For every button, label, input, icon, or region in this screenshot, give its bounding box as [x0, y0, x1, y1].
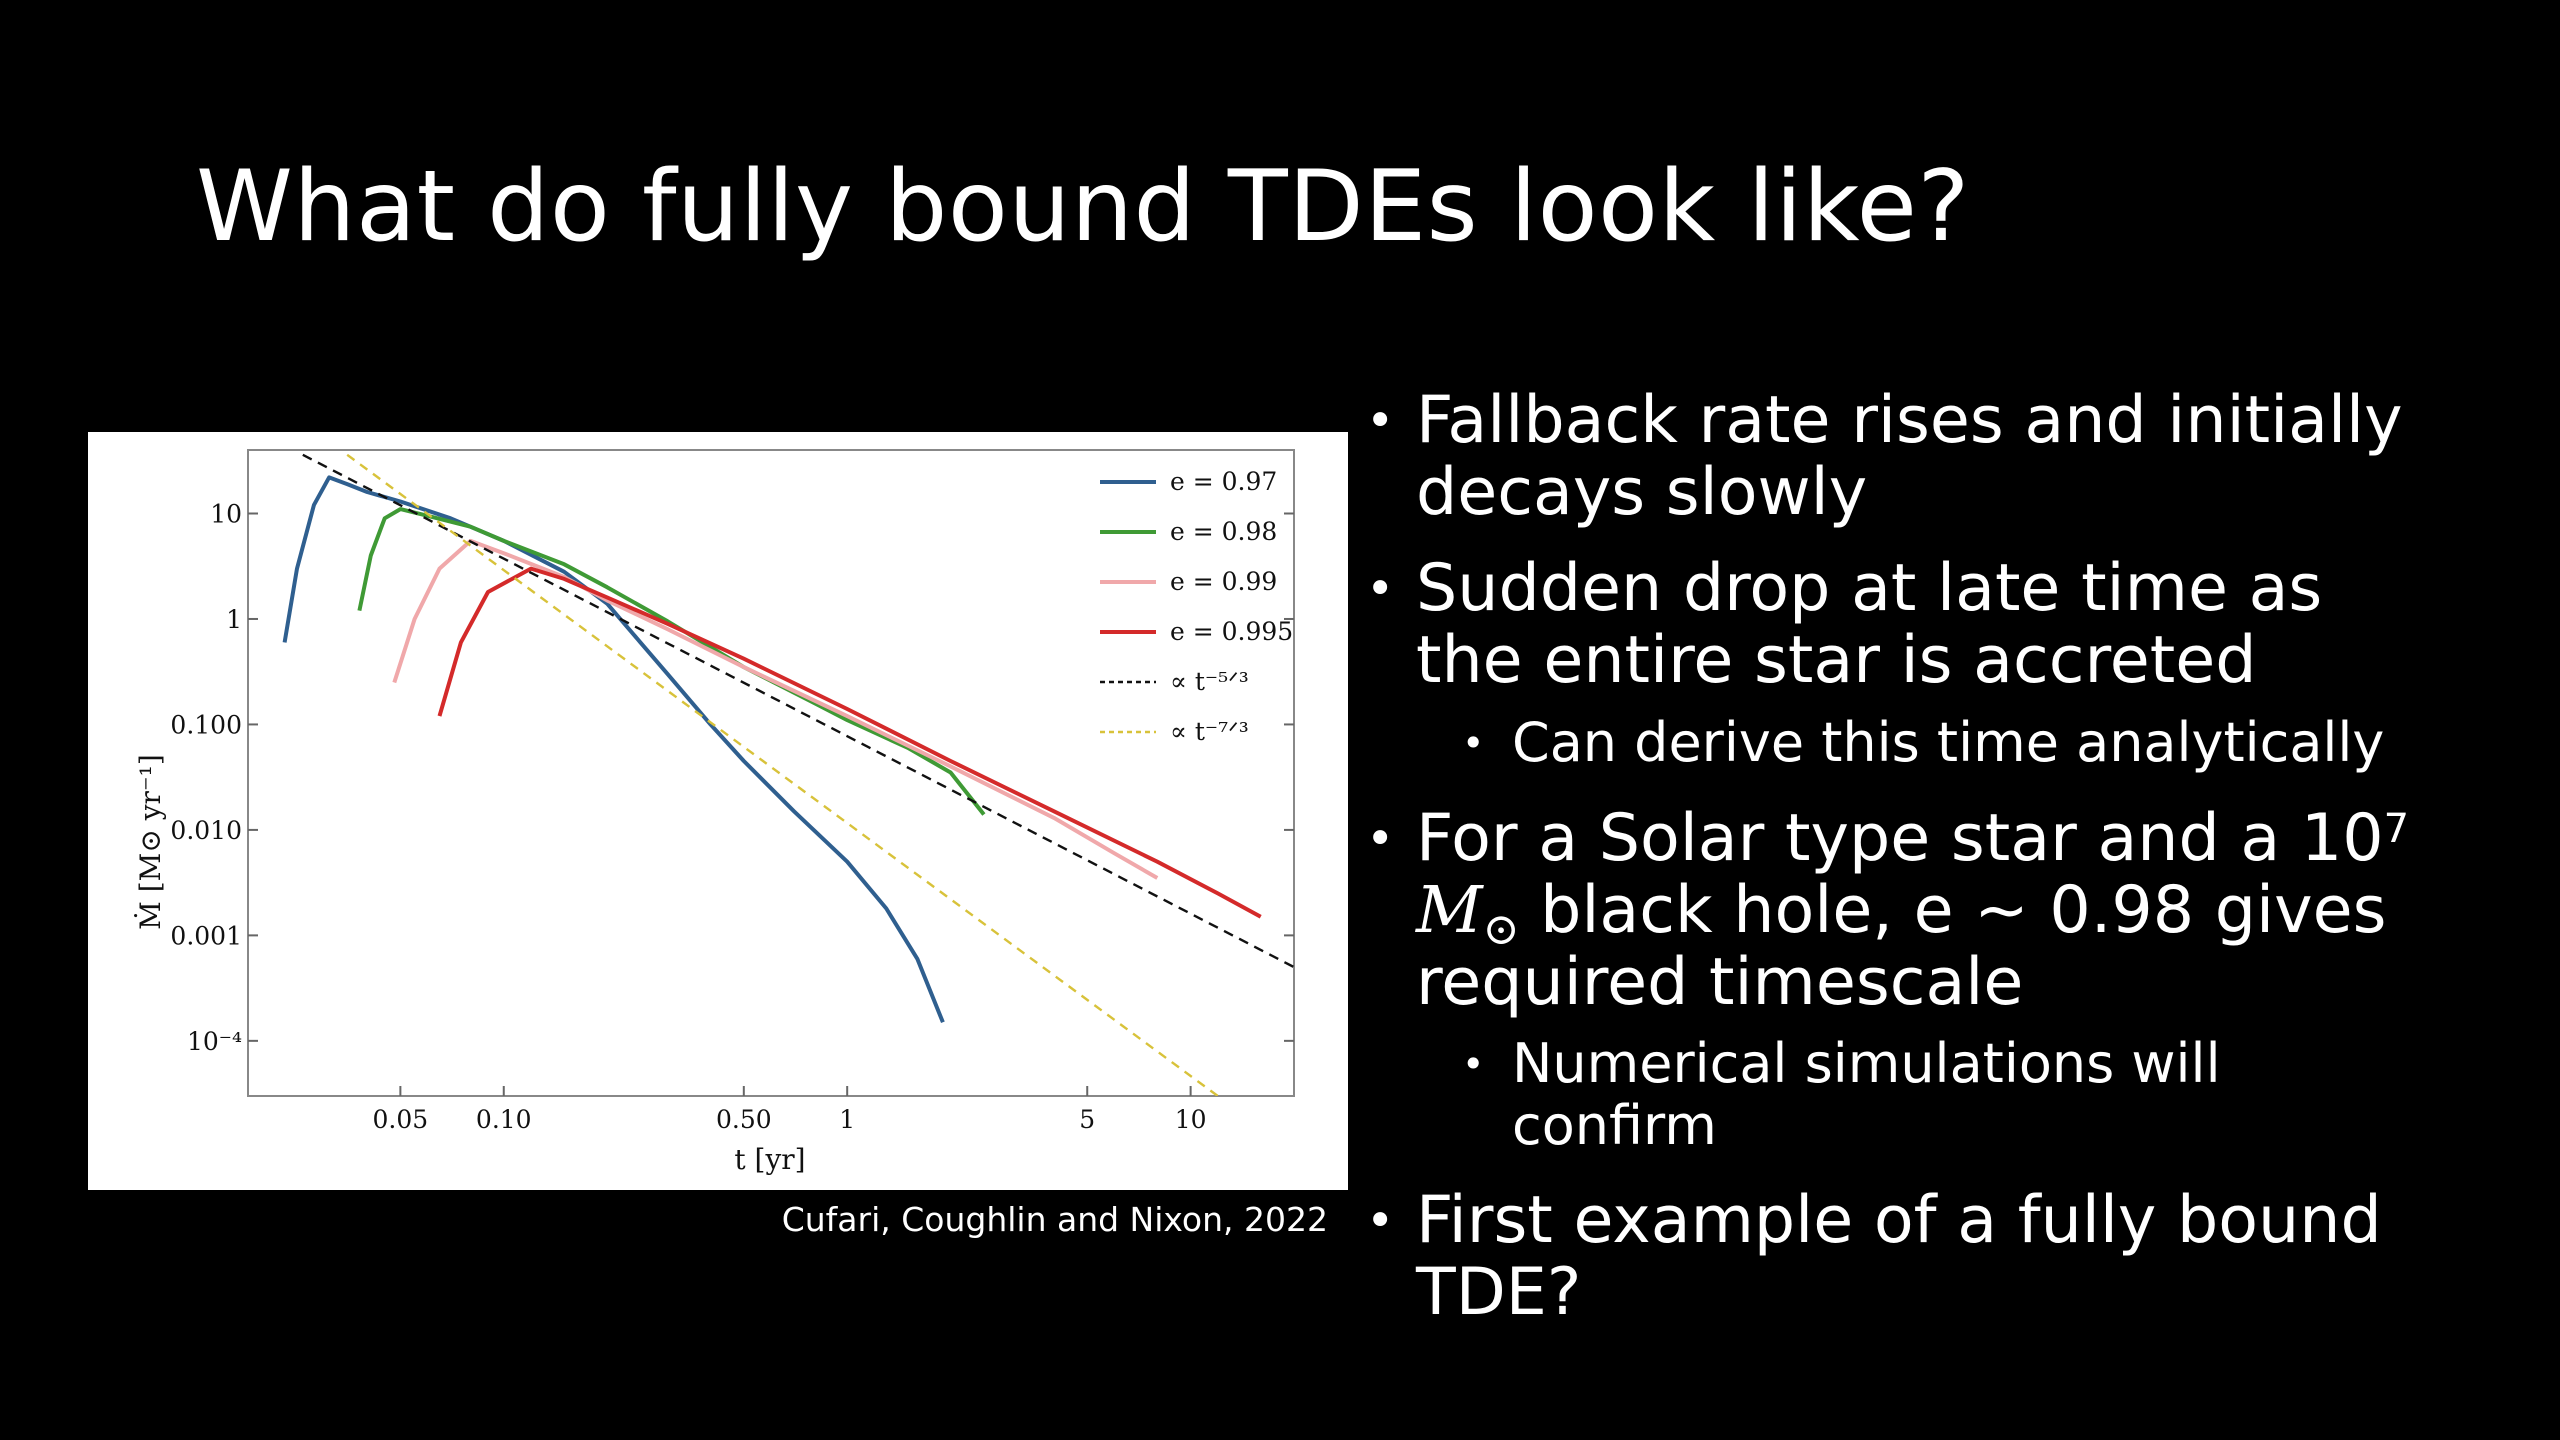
series-line-4: [437, 566, 1262, 919]
exponent: 7: [2383, 806, 2410, 852]
figure-citation: Cufari, Coughlin and Nixon, 2022: [781, 1200, 1328, 1239]
series-line-6: [346, 453, 1219, 1096]
legend-label: ∝ t⁻⁷ᐟ³: [1170, 717, 1249, 746]
chart-panel: 0.05 0.10 0.50 1 5 10 10 1 0.100 0.010 0.001 10⁻⁴ e…: [88, 432, 1348, 1190]
series-line-2: [357, 507, 986, 816]
bullet-3-sub-line-1: Numerical simulations will: [1512, 1032, 2221, 1095]
bullet-2-line-1: Sudden drop at late time as: [1416, 551, 2323, 626]
series-line-3: [392, 538, 1159, 880]
bullet-dot-icon: •: [1366, 811, 1395, 867]
bullet-3-line-2: M⊙ black hole, e ~ 0.98 gives: [1416, 873, 2387, 956]
bullet-3-line-3: required timescale: [1416, 945, 2024, 1020]
y-tick-label: 1: [226, 605, 242, 634]
bullet-dot-icon: •: [1366, 1193, 1395, 1249]
legend-label: e = 0.995: [1170, 617, 1293, 646]
bullet-dot-icon: •: [1366, 393, 1395, 449]
x-tick-label: 0.10: [476, 1105, 532, 1134]
chart: 0.05 0.10 0.50 1 5 10 10 1 0.100 0.010 0.001 10⁻⁴ e…: [134, 449, 1295, 1176]
legend-label: e = 0.97: [1170, 467, 1277, 496]
x-tick-label: 0.05: [373, 1105, 429, 1134]
x-tick-label: 1: [839, 1105, 855, 1134]
legend-label: e = 0.98: [1170, 517, 1277, 546]
slide-title: What do fully bound TDEs look like?: [196, 150, 1970, 264]
y-tick-label: 10: [210, 499, 242, 528]
x-tick-label: 0.50: [716, 1105, 772, 1134]
sub-bullet-dot-icon: •: [1462, 721, 1485, 765]
sub-bullet-dot-icon: •: [1462, 1042, 1485, 1086]
bullet-dot-icon: •: [1366, 561, 1395, 617]
bullet-2-line-2: the entire star is accreted: [1416, 623, 2257, 698]
bullet-4-line-1: First example of a fully bound: [1416, 1183, 2382, 1258]
x-axis-label: t [yr]: [734, 1143, 805, 1176]
x-tick-label: 5: [1079, 1105, 1095, 1134]
bullet-3-sub-line-2: confirm: [1512, 1094, 1717, 1157]
bullet-4-line-2: TDE?: [1416, 1255, 1582, 1330]
bullet-2-sub-text: Can derive this time analytically: [1512, 711, 2385, 774]
bullet-3-line-1: For a Solar type star and a 107: [1416, 801, 2410, 876]
solar-mass-symbol: M: [1416, 873, 1483, 948]
sun-symbol-icon: ⊙: [1482, 904, 1520, 955]
y-tick-label: 0.001: [170, 921, 242, 950]
legend-label: ∝ t⁻⁵ᐟ³: [1170, 667, 1249, 696]
bullet-1-line-1: Fallback rate rises and initially: [1416, 383, 2403, 458]
series-line-1: [282, 475, 945, 1024]
legend-label: e = 0.99: [1170, 567, 1277, 596]
y-axis-label: Ṁ [M⊙ yr⁻¹]: [134, 754, 167, 930]
plot-frame: [247, 449, 1295, 1097]
y-tick-label: 0.100: [170, 710, 242, 739]
y-tick-label: 0.010: [170, 816, 242, 845]
y-tick-label: 10⁻⁴: [187, 1027, 242, 1056]
x-tick-label: 10: [1175, 1105, 1207, 1134]
bullet-1-line-2: decays slowly: [1416, 455, 1868, 530]
